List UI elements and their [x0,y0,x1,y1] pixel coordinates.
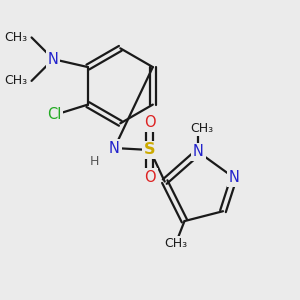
Text: S: S [144,142,156,158]
Text: Cl: Cl [47,107,62,122]
Text: CH₃: CH₃ [4,74,28,87]
Text: CH₃: CH₃ [4,31,28,44]
Text: O: O [144,170,156,185]
Text: CH₃: CH₃ [164,237,187,250]
Text: N: N [48,52,59,67]
Text: N: N [228,170,239,185]
Text: N: N [109,140,120,155]
Text: CH₃: CH₃ [191,122,214,135]
Text: N: N [193,145,204,160]
Text: O: O [144,115,156,130]
Text: H: H [90,155,99,168]
